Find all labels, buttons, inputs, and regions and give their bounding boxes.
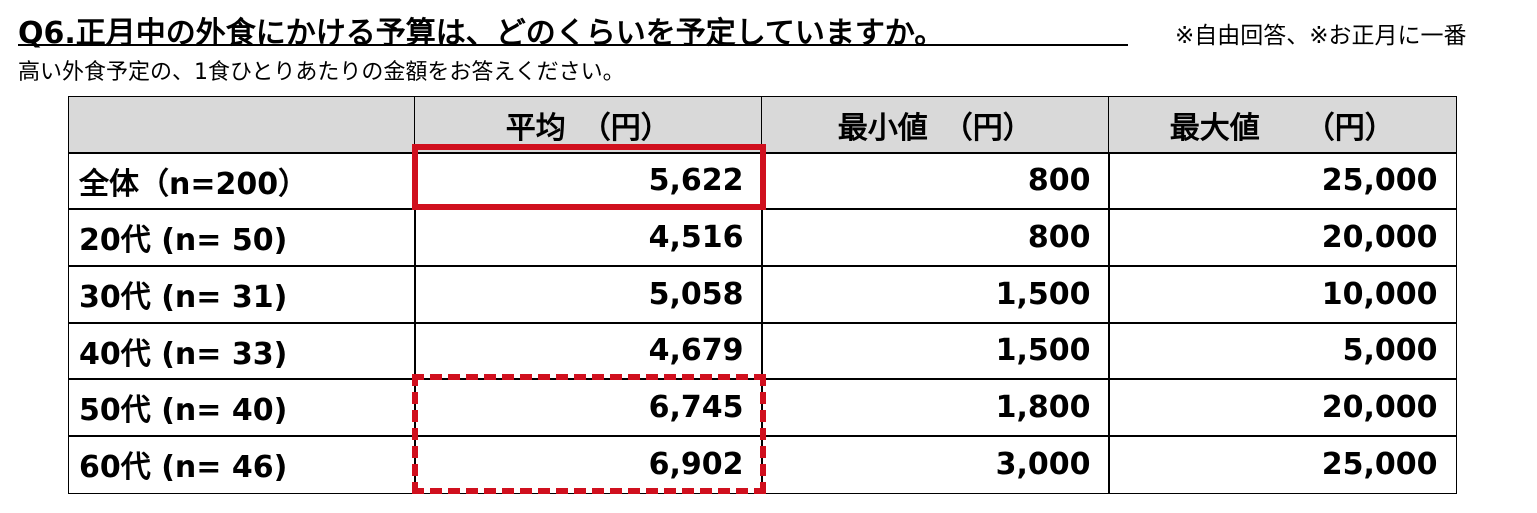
value-cell: 4,516 (414, 208, 763, 267)
value-cell: 4,679 (414, 322, 763, 380)
highlight-box (412, 144, 766, 210)
row-label: 60代 (n= 46) (68, 435, 416, 494)
value-cell: 1,800 (761, 378, 1110, 437)
subtitle: 高い外食予定の、1食ひとりあたりの金額をお答えください。 (18, 60, 625, 85)
row-label: 50代 (n= 40) (68, 378, 416, 437)
value-cell: 5,058 (414, 265, 763, 324)
value-cell: 25,000 (1108, 152, 1457, 210)
value-cell: 20,000 (1108, 208, 1457, 267)
header-cell (68, 96, 416, 154)
value-cell: 3,000 (761, 435, 1110, 494)
value-cell: 20,000 (1108, 378, 1457, 437)
row-label: 30代 (n= 31) (68, 265, 416, 324)
value-cell: 25,000 (1108, 435, 1457, 494)
highlight-dashed-box (412, 374, 766, 494)
header-cell: 最小値 （円） (761, 96, 1110, 154)
value-cell: 5,000 (1108, 322, 1457, 380)
header-cell: 最大値 （円） (1108, 96, 1457, 154)
title-underline (18, 44, 1128, 46)
value-cell: 800 (761, 152, 1110, 210)
row-label: 全体（n=200） (68, 152, 416, 210)
value-cell: 800 (761, 208, 1110, 267)
value-cell: 1,500 (761, 322, 1110, 380)
header-cell: 平均 （円） (414, 96, 763, 154)
value-cell: 10,000 (1108, 265, 1457, 324)
value-cell: 1,500 (761, 265, 1110, 324)
row-label: 20代 (n= 50) (68, 208, 416, 267)
row-label: 40代 (n= 33) (68, 322, 416, 380)
note: ※自由回答、※お正月に一番 (1175, 23, 1467, 49)
